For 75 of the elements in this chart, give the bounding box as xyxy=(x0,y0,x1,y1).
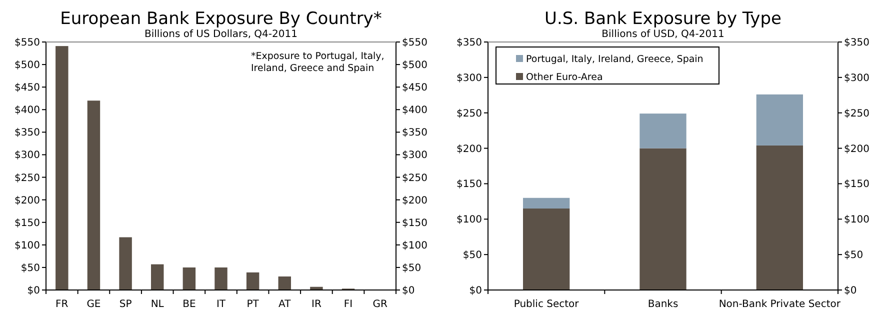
y2-tick-label: $250 xyxy=(402,172,428,184)
chart-title: European Bank Exposure By Country* xyxy=(60,9,382,29)
y-tick-label: $400 xyxy=(14,105,40,116)
y-tick-label: $350 xyxy=(456,38,482,48)
bar xyxy=(151,264,164,290)
chart-subtitle: Billions of US Dollars, Q4-2011 xyxy=(144,29,298,40)
y-tick-label: $300 xyxy=(14,150,40,162)
y2-tick-label: $0 xyxy=(844,286,857,296)
bar xyxy=(119,237,132,290)
y2-tick-label: $50 xyxy=(402,262,422,274)
y2-tick-label: $500 xyxy=(402,60,428,72)
y-tick-label: $100 xyxy=(456,214,482,226)
y2-tick-label: $150 xyxy=(844,179,870,190)
bar xyxy=(756,94,803,146)
y-tick-label: $250 xyxy=(456,108,482,120)
bar xyxy=(56,46,68,290)
y2-tick-label: $400 xyxy=(402,105,428,116)
y2-tick-label: $150 xyxy=(402,218,428,229)
x-tick-label: Public Sector xyxy=(514,299,580,310)
bar xyxy=(214,267,228,290)
bar xyxy=(756,145,803,290)
y-tick-label: $350 xyxy=(14,128,40,139)
chart-title: U.S. Bank Exposure by Type xyxy=(544,9,782,29)
x-tick-label: FR xyxy=(56,299,68,310)
y-tick-label: $550 xyxy=(14,38,40,48)
y2-tick-label: $300 xyxy=(402,150,428,162)
y2-tick-label: $200 xyxy=(844,144,870,155)
x-tick-label: SP xyxy=(119,299,132,310)
y2-tick-label: $300 xyxy=(844,72,870,84)
y-tick-label: $500 xyxy=(14,60,40,72)
y-tick-label: $200 xyxy=(14,195,40,206)
y2-tick-label: $450 xyxy=(402,82,428,94)
y-tick-label: $0 xyxy=(27,286,40,296)
bar xyxy=(246,272,260,290)
y2-tick-label: $100 xyxy=(402,240,428,252)
x-tick-label: Non-Bank Private Sector xyxy=(718,299,842,310)
y2-tick-label: $350 xyxy=(402,128,428,139)
x-tick-label: IT xyxy=(216,299,226,310)
x-tick-label: BE xyxy=(182,299,196,310)
legend-label: Portugal, Italy, Ireland, Greece, Spain xyxy=(526,54,704,65)
bar xyxy=(523,198,570,209)
x-tick-label: GE xyxy=(86,299,101,310)
bar xyxy=(640,114,686,148)
y-tick-label: $450 xyxy=(14,82,40,94)
y-tick-label: $150 xyxy=(456,179,482,190)
y-tick-label: $0 xyxy=(469,286,482,296)
bar xyxy=(523,208,570,290)
chart-subtitle: Billions of USD, Q4-2011 xyxy=(602,29,724,40)
x-tick-label: PT xyxy=(246,299,260,310)
x-tick-label: AT xyxy=(278,299,292,310)
y-tick-label: $150 xyxy=(14,218,40,229)
y-tick-label: $50 xyxy=(20,262,40,274)
legend-label: Other Euro-Area xyxy=(526,72,603,83)
x-tick-label: FI xyxy=(344,299,353,310)
bar xyxy=(640,148,686,290)
bar xyxy=(278,276,291,290)
y2-tick-label: $200 xyxy=(402,195,428,206)
y2-tick-label: $350 xyxy=(844,38,870,48)
annotation: *Exposure to Portugal, Italy, Ireland, Greece and Spain xyxy=(251,51,384,74)
y2-tick-label: $100 xyxy=(844,214,870,226)
bar xyxy=(87,100,100,290)
x-tick-label: IR xyxy=(312,299,322,310)
y-tick-label: $250 xyxy=(14,172,40,184)
bar xyxy=(182,267,196,290)
y-tick-label: $50 xyxy=(462,250,482,262)
y-tick-label: $100 xyxy=(14,240,40,252)
y2-tick-label: $50 xyxy=(844,250,864,262)
x-tick-label: NL xyxy=(150,299,164,310)
y-tick-label: $300 xyxy=(456,72,482,84)
y-tick-label: $200 xyxy=(456,144,482,155)
y2-tick-label: $0 xyxy=(402,286,415,296)
y2-tick-label: $550 xyxy=(402,38,428,48)
x-tick-label: Banks xyxy=(648,299,678,310)
x-tick-label: GR xyxy=(372,299,388,310)
y2-tick-label: $250 xyxy=(844,108,870,120)
